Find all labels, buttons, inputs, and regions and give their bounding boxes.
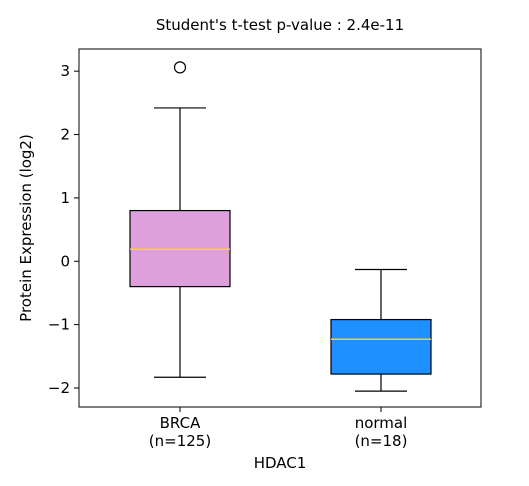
y-tick-label: 1 (60, 189, 70, 207)
chart-title: Student's t-test p-value : 2.4e-11 (156, 16, 404, 34)
y-axis: 3 2 1 0 −1 −2 (48, 62, 79, 397)
y-tick-label: 0 (60, 252, 70, 270)
x-category-count: (n=125) (149, 432, 211, 450)
plot-frame (78, 48, 482, 408)
box-series (129, 61, 432, 392)
x-axis-label: HDAC1 (254, 454, 307, 472)
x-axis: BRCA(n=125) normal(n=18) (149, 407, 408, 450)
x-category-label: BRCA (160, 414, 201, 432)
y-tick-label: −2 (48, 379, 70, 397)
y-tick-label: 2 (60, 126, 70, 144)
x-category-count: (n=18) (355, 432, 408, 450)
y-tick-label: −1 (48, 316, 70, 334)
outlier-point (173, 61, 187, 74)
x-category-label: normal (355, 414, 408, 432)
box-normal (330, 318, 432, 375)
y-tick-label: 3 (60, 62, 70, 80)
y-axis-label: Protein Expression (log2) (17, 134, 35, 322)
